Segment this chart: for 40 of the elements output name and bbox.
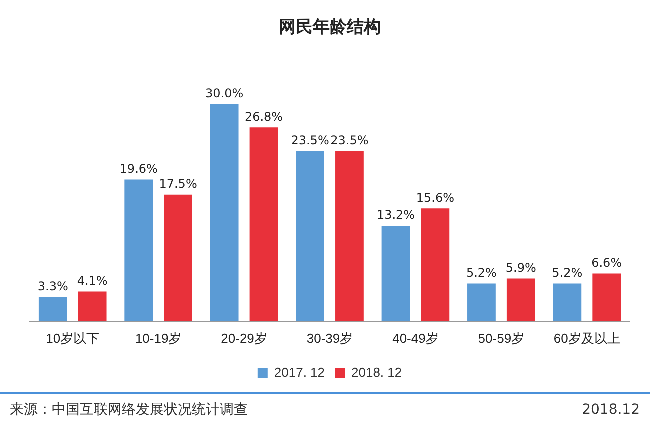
bar <box>506 278 536 322</box>
data-label: 5.2% <box>466 266 497 280</box>
x-tick-label: 30-39岁 <box>306 330 354 346</box>
bar <box>38 298 68 322</box>
data-label: 19.6% <box>120 162 158 176</box>
bar <box>164 194 192 322</box>
x-tick-label: 20-29岁 <box>221 330 268 346</box>
data-label: 5.9% <box>506 260 536 275</box>
data-label: 23.5% <box>291 134 330 148</box>
legend-label: 2018. 12 <box>352 365 402 380</box>
data-label: 5.2% <box>552 266 583 280</box>
bar <box>468 284 496 322</box>
source-note: 来源：中国互联网络发展状况统计调查 <box>10 401 248 419</box>
data-label: 23.5% <box>330 134 369 148</box>
data-label: 13.2% <box>376 208 416 222</box>
x-tick-label: 10-19岁 <box>135 330 182 346</box>
text: 2018.12 <box>582 402 640 418</box>
bar <box>421 208 450 322</box>
data-label: 17.5% <box>159 177 198 192</box>
legend-label: 2017. 12 <box>274 365 326 380</box>
data-label: 6.6% <box>592 256 622 270</box>
data-label: 30.0% <box>206 86 244 101</box>
data-label: 4.1% <box>77 274 108 288</box>
data-label: 15.6% <box>416 190 454 205</box>
data-label: 26.8% <box>244 110 284 124</box>
x-tick-label: 60岁及以上 <box>554 330 620 346</box>
bar <box>336 152 364 322</box>
bar <box>592 274 622 322</box>
bar <box>210 104 239 322</box>
bar <box>553 284 582 322</box>
bar <box>78 292 107 322</box>
x-tick-label: 50-59岁 <box>478 330 525 346</box>
x-tick-label: 40-49岁 <box>392 330 439 346</box>
chart-title: 网民年龄结构 <box>279 18 381 38</box>
bar <box>296 152 324 322</box>
data-label: 3.3% <box>38 280 68 294</box>
bar <box>382 226 410 322</box>
bar <box>250 128 278 322</box>
bar <box>124 180 154 322</box>
x-tick-label: 10岁以下 <box>46 330 100 346</box>
